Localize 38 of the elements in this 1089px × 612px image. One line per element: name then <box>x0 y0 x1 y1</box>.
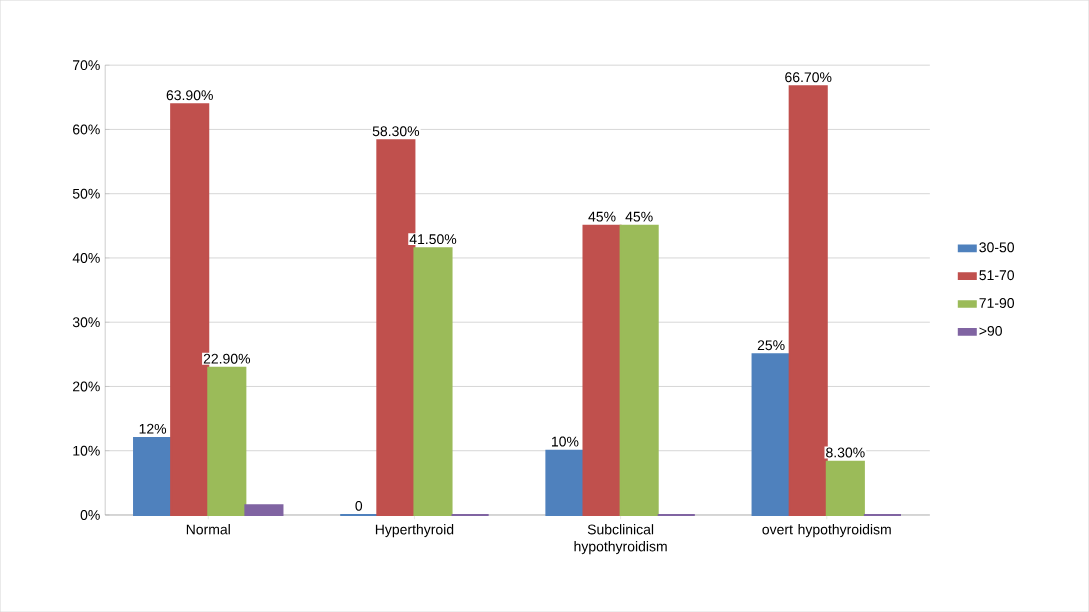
x-tick-label: Subclinical hypothyroidism <box>574 524 667 555</box>
legend-label: 71-90 <box>979 297 1015 308</box>
y-tick-label: 50% <box>72 188 100 199</box>
y-tick-label: 60% <box>73 124 100 135</box>
bar <box>207 366 247 516</box>
data-label: 22.90% <box>203 353 251 364</box>
y-tick-label: 10% <box>73 445 100 456</box>
legend-label: 30-50 <box>979 242 1015 253</box>
x-tick-label: Hyperthyroid <box>375 524 454 538</box>
data-label: 45% <box>625 211 653 222</box>
data-label: 10% <box>551 436 579 447</box>
bar <box>244 504 284 516</box>
data-label: 63.90% <box>166 90 213 101</box>
y-tick-label: 70% <box>73 60 100 71</box>
data-label: 66.70% <box>785 72 832 83</box>
y-tick-label: 20% <box>73 381 100 392</box>
legend-label: 51-70 <box>979 270 1015 281</box>
data-label: 8.30% <box>826 447 865 458</box>
x-tick-label: overt hypothyroidism <box>762 524 891 538</box>
data-label: 12% <box>139 423 167 434</box>
y-tick-label: 40% <box>72 252 100 263</box>
data-label: 25% <box>757 340 785 351</box>
bar <box>825 460 865 516</box>
bar <box>133 436 173 516</box>
data-label: 58.30% <box>372 126 420 137</box>
bar <box>582 224 622 516</box>
data-label: 0 <box>355 500 363 511</box>
data-label: 41.50% <box>409 234 457 245</box>
x-tick-label: Normal <box>186 524 230 535</box>
data-label: 45% <box>588 211 616 222</box>
legend-label: >90 <box>979 325 1002 336</box>
y-tick-label: 0% <box>80 509 100 520</box>
y-tick-label: 30% <box>72 317 100 328</box>
bar <box>788 85 828 516</box>
bar <box>545 449 585 516</box>
bar <box>619 224 659 516</box>
bar <box>413 247 453 516</box>
bar <box>751 353 791 516</box>
